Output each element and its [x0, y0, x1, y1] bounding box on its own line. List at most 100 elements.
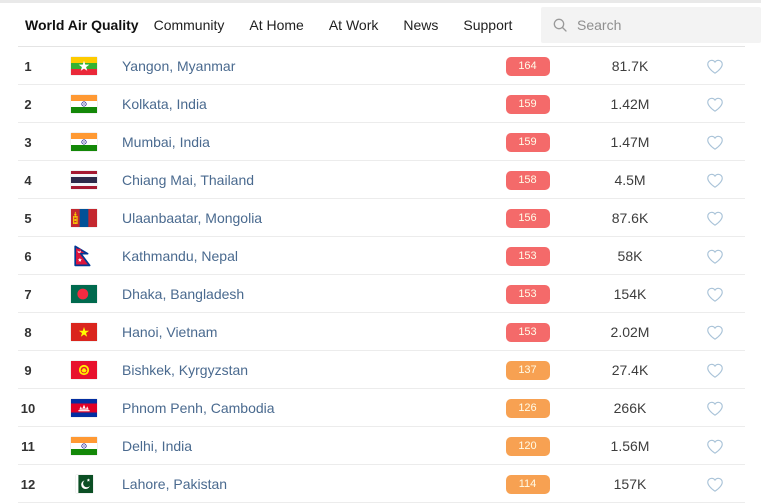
followers-count: 58K — [617, 248, 643, 264]
followers-count: 1.47M — [610, 134, 650, 150]
table-row[interactable]: 12 Lahore, Pakistan 114 157K — [0, 465, 761, 503]
rank-number: 9 — [24, 362, 32, 378]
favorite-button[interactable] — [704, 94, 726, 115]
followers-count: 1.42M — [610, 96, 650, 112]
table-row[interactable]: 8 Hanoi, Vietnam 153 2.02M — [0, 313, 761, 351]
aqi-badge: 159 — [505, 95, 550, 114]
aqi-badge: 164 — [505, 57, 550, 76]
city-link[interactable]: Bishkek, Kyrgyzstan — [122, 362, 249, 378]
nav-item-at-home[interactable]: At Home — [249, 17, 304, 33]
heart-icon — [707, 287, 723, 302]
favorite-button[interactable] — [704, 284, 726, 305]
aqi-badge-cell: 156 — [480, 208, 575, 228]
nav-item-support[interactable]: Support — [463, 17, 513, 33]
aqi-badge: 126 — [505, 399, 550, 418]
city-link[interactable]: Kolkata, India — [122, 96, 207, 112]
aqi-badge: 153 — [505, 247, 550, 266]
aqi-badge: 156 — [505, 209, 550, 228]
favorite-button[interactable] — [704, 322, 726, 343]
aqi-badge: 137 — [505, 361, 550, 380]
heart-icon — [707, 173, 723, 188]
table-row[interactable]: 4 Chiang Mai, Thailand 158 4.5M — [0, 161, 761, 199]
city-link[interactable]: Chiang Mai, Thailand — [122, 172, 255, 188]
aqi-badge: 153 — [505, 323, 550, 342]
rank-number: 12 — [20, 476, 36, 492]
cambodia-flag-icon — [71, 397, 97, 419]
city-link[interactable]: Lahore, Pakistan — [122, 476, 228, 492]
followers-count: 87.6K — [611, 210, 649, 226]
nav-item-news[interactable]: News — [403, 17, 439, 33]
city-link[interactable]: Kathmandu, Nepal — [122, 248, 238, 264]
india-flag-icon — [71, 435, 97, 457]
search-box[interactable] — [541, 7, 761, 43]
followers-count: 157K — [613, 476, 647, 492]
aqi-badge: 158 — [505, 171, 550, 190]
nepal-flag-icon — [71, 245, 97, 267]
heart-icon — [707, 401, 723, 416]
favorite-button[interactable] — [704, 474, 726, 495]
rank-number: 6 — [24, 248, 32, 264]
followers-count: 1.56M — [610, 438, 650, 454]
rank-number: 5 — [24, 210, 32, 226]
city-ranking-list: 1 Yangon, Myanmar 164 81.7K 2 Kolkata, India 1… — [0, 47, 761, 503]
aqi-badge-cell: 126 — [480, 398, 575, 418]
city-link[interactable]: Delhi, India — [122, 438, 193, 454]
table-row[interactable]: 2 Kolkata, India 159 1.42M — [0, 85, 761, 123]
myanmar-flag-icon — [71, 55, 97, 77]
followers-count: 81.7K — [611, 58, 649, 74]
favorite-button[interactable] — [704, 132, 726, 153]
followers-count: 27.4K — [611, 362, 649, 378]
favorite-button[interactable] — [704, 436, 726, 457]
aqi-badge-cell: 164 — [480, 56, 575, 76]
kyrgyzstan-flag-icon — [71, 359, 97, 381]
heart-icon — [707, 135, 723, 150]
aqi-badge-cell: 120 — [480, 436, 575, 456]
nav-item-at-work[interactable]: At Work — [328, 17, 379, 33]
aqi-badge: 120 — [505, 437, 550, 456]
favorite-button[interactable] — [704, 56, 726, 77]
followers-count: 154K — [613, 286, 647, 302]
favorite-button[interactable] — [704, 360, 726, 381]
heart-icon — [707, 363, 723, 378]
aqi-badge-cell: 137 — [480, 360, 575, 380]
aqi-badge: 153 — [505, 285, 550, 304]
favorite-button[interactable] — [704, 398, 726, 419]
search-input[interactable] — [577, 17, 750, 33]
table-row[interactable]: 3 Mumbai, India 159 1.47M — [0, 123, 761, 161]
city-link[interactable]: Yangon, Myanmar — [122, 58, 236, 74]
aqi-badge: 114 — [505, 475, 550, 494]
followers-count: 2.02M — [610, 324, 650, 340]
india-flag-icon — [71, 131, 97, 153]
favorite-button[interactable] — [704, 208, 726, 229]
city-link[interactable]: Dhaka, Bangladesh — [122, 286, 245, 302]
table-row[interactable]: 6 Kathmandu, Nepal 153 58K — [0, 237, 761, 275]
city-link[interactable]: Phnom Penh, Cambodia — [122, 400, 275, 416]
rank-number: 1 — [24, 58, 32, 74]
table-row[interactable]: 11 Delhi, India 120 1.56M — [0, 427, 761, 465]
rank-number: 7 — [24, 286, 32, 302]
vietnam-flag-icon — [71, 321, 97, 343]
rank-number: 3 — [24, 134, 32, 150]
table-row[interactable]: 7 Dhaka, Bangladesh 153 154K — [0, 275, 761, 313]
aqi-badge-cell: 159 — [480, 94, 575, 114]
city-link[interactable]: Hanoi, Vietnam — [122, 324, 218, 340]
table-row[interactable]: 1 Yangon, Myanmar 164 81.7K — [0, 47, 761, 85]
favorite-button[interactable] — [704, 246, 726, 267]
nav-items: World Air Quality Community At Home At Work… — [25, 17, 537, 33]
aqi-badge: 159 — [505, 133, 550, 152]
table-row[interactable]: 10 Phnom Penh, Cambodia 126 266K — [0, 389, 761, 427]
nav-item-community[interactable]: Community — [153, 17, 225, 33]
rank-number: 11 — [21, 438, 35, 454]
rank-number: 10 — [20, 400, 36, 416]
city-link[interactable]: Mumbai, India — [122, 134, 210, 150]
followers-count: 266K — [613, 400, 647, 416]
city-link[interactable]: Ulaanbaatar, Mongolia — [122, 210, 263, 226]
rank-number: 8 — [24, 324, 32, 340]
table-row[interactable]: 5 Ulaanbaatar, Mongolia 156 87.6K — [0, 199, 761, 237]
table-row[interactable]: 9 Bishkek, Kyrgyzstan 137 27.4K — [0, 351, 761, 389]
rank-number: 2 — [24, 96, 32, 112]
favorite-button[interactable] — [704, 170, 726, 191]
aqi-badge-cell: 153 — [480, 284, 575, 304]
nav-item-world-air-quality[interactable]: World Air Quality — [25, 17, 139, 33]
